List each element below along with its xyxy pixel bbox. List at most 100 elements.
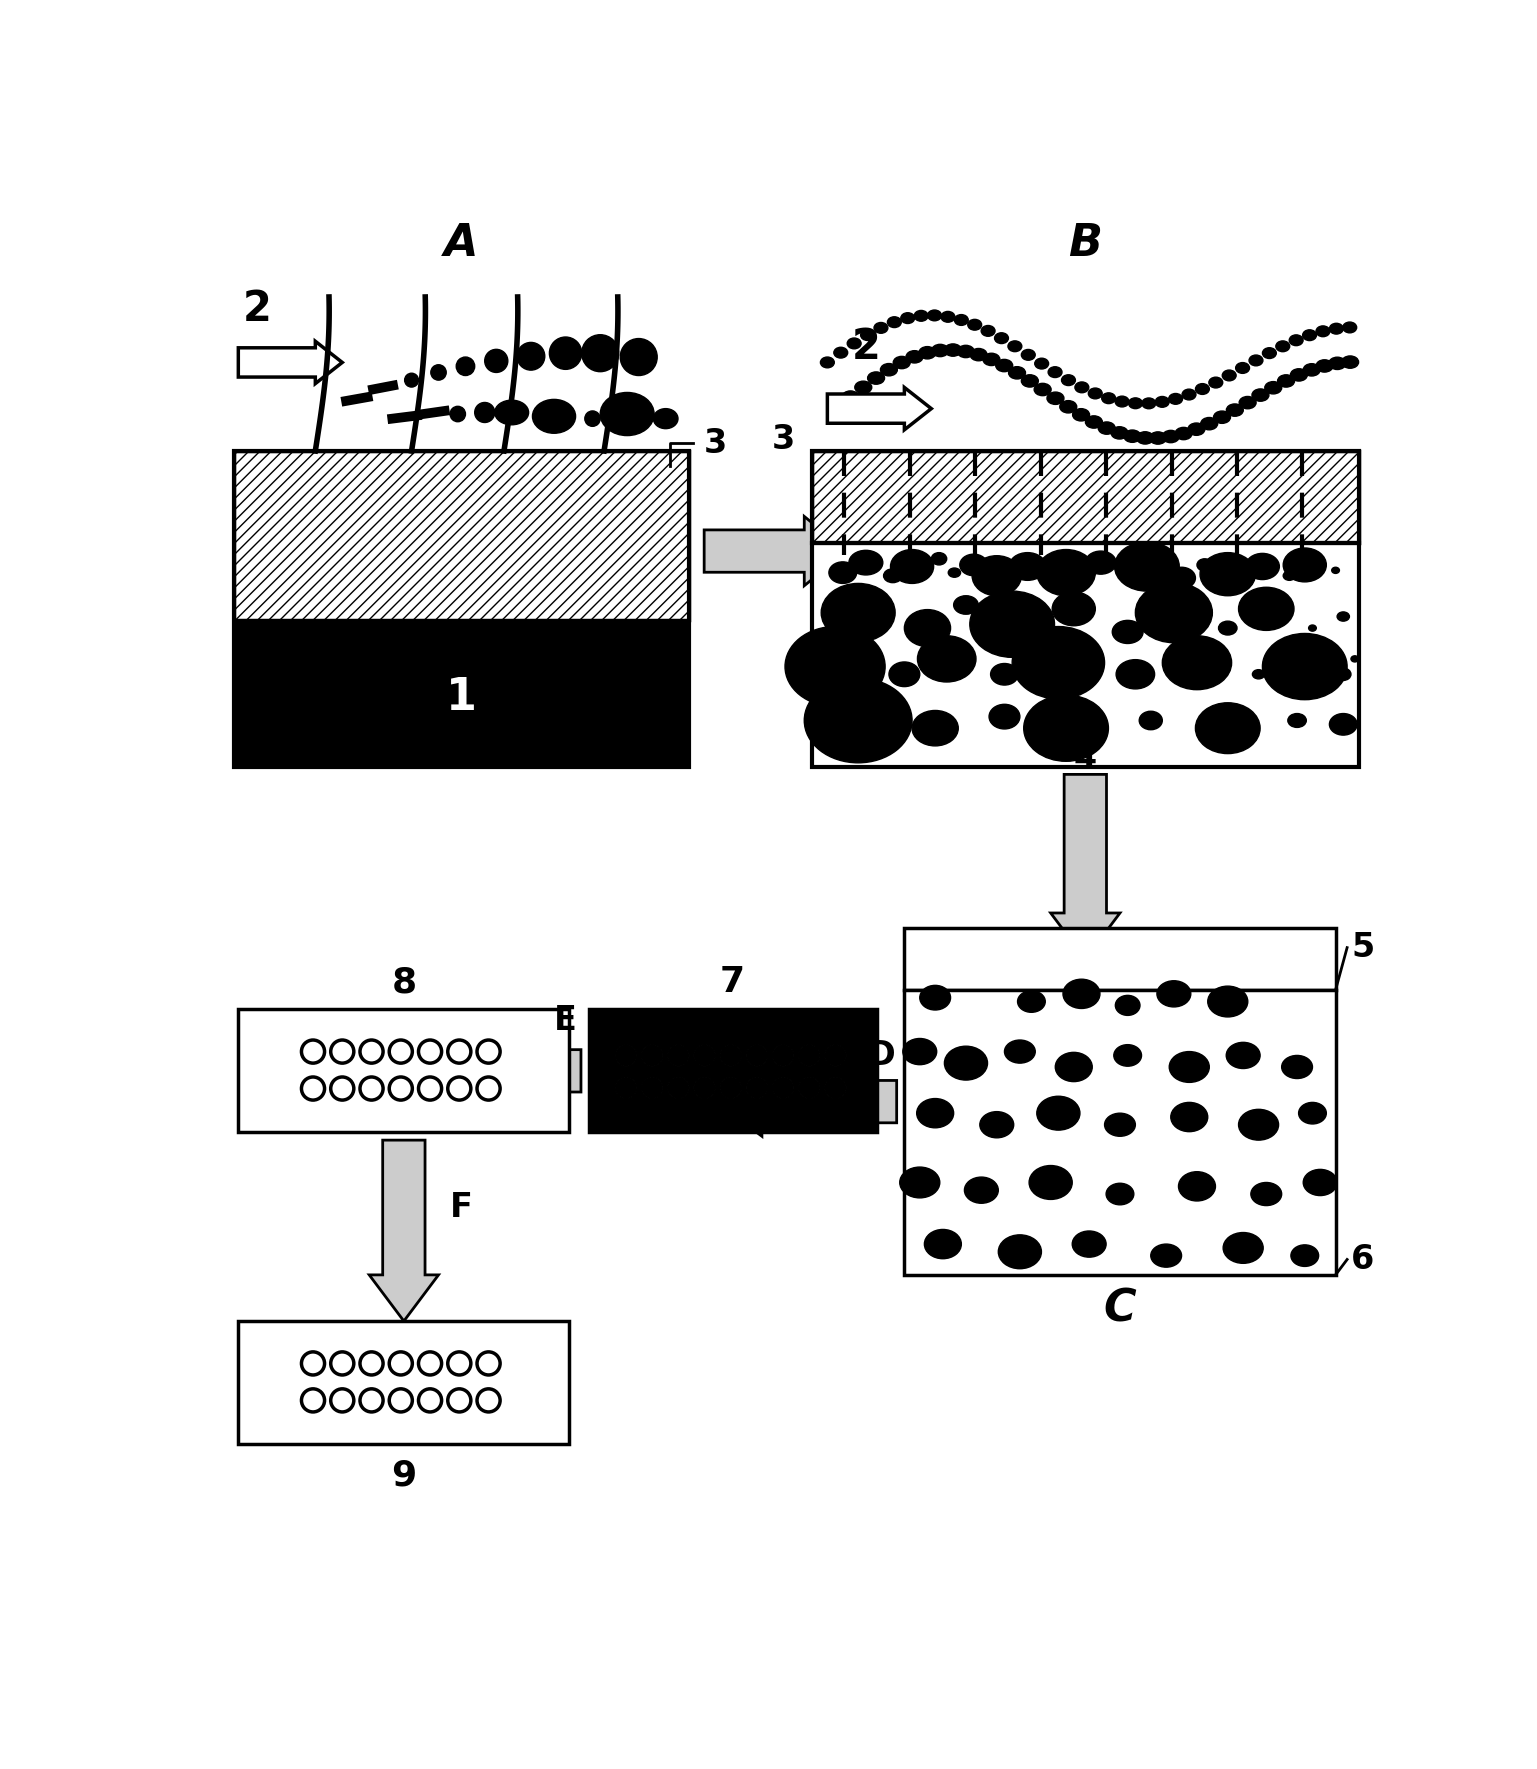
- Circle shape: [581, 334, 619, 371]
- Text: 3: 3: [704, 426, 727, 460]
- Ellipse shape: [785, 626, 885, 706]
- Circle shape: [773, 1045, 793, 1065]
- Ellipse shape: [1303, 364, 1320, 377]
- Ellipse shape: [1336, 669, 1351, 681]
- Ellipse shape: [1277, 375, 1294, 387]
- Circle shape: [615, 1077, 636, 1099]
- Circle shape: [418, 1389, 441, 1412]
- Circle shape: [719, 1045, 741, 1067]
- Text: F: F: [450, 1191, 473, 1224]
- Circle shape: [825, 1045, 845, 1065]
- Ellipse shape: [994, 333, 1008, 343]
- Ellipse shape: [1162, 635, 1231, 690]
- Ellipse shape: [1330, 324, 1343, 334]
- Circle shape: [418, 1352, 441, 1375]
- Ellipse shape: [1073, 409, 1090, 421]
- Ellipse shape: [1283, 548, 1326, 582]
- Circle shape: [669, 1045, 689, 1065]
- Ellipse shape: [1170, 1051, 1210, 1083]
- Ellipse shape: [601, 393, 655, 435]
- Ellipse shape: [1168, 568, 1196, 589]
- Ellipse shape: [1085, 416, 1102, 428]
- Ellipse shape: [1128, 398, 1142, 409]
- Circle shape: [389, 1389, 412, 1412]
- Ellipse shape: [1048, 554, 1061, 563]
- Ellipse shape: [904, 610, 950, 646]
- Text: 2: 2: [851, 325, 881, 368]
- Ellipse shape: [979, 1111, 1014, 1137]
- Ellipse shape: [1048, 366, 1062, 377]
- Ellipse shape: [1142, 398, 1156, 409]
- Ellipse shape: [1061, 400, 1077, 412]
- Ellipse shape: [931, 552, 947, 564]
- Text: 6: 6: [1351, 1244, 1374, 1275]
- Ellipse shape: [1245, 554, 1279, 580]
- Circle shape: [799, 1045, 821, 1067]
- Circle shape: [669, 1077, 689, 1099]
- Text: 5: 5: [1351, 930, 1374, 964]
- Circle shape: [404, 373, 418, 387]
- Circle shape: [330, 1389, 354, 1412]
- Ellipse shape: [1073, 1231, 1107, 1258]
- Ellipse shape: [821, 357, 835, 368]
- Circle shape: [360, 1352, 383, 1375]
- Bar: [904, 929, 1336, 991]
- Ellipse shape: [1034, 384, 1051, 396]
- Circle shape: [301, 1352, 324, 1375]
- Circle shape: [693, 1045, 715, 1067]
- Ellipse shape: [893, 356, 910, 368]
- Circle shape: [667, 1077, 689, 1099]
- FancyArrow shape: [1051, 775, 1120, 959]
- Circle shape: [301, 1077, 324, 1100]
- Circle shape: [641, 1045, 662, 1067]
- FancyArrow shape: [238, 341, 343, 384]
- Circle shape: [825, 1077, 845, 1099]
- Ellipse shape: [1179, 1171, 1216, 1201]
- Circle shape: [695, 1045, 715, 1065]
- Ellipse shape: [1150, 432, 1167, 444]
- Ellipse shape: [953, 596, 978, 614]
- Ellipse shape: [915, 310, 928, 322]
- Circle shape: [418, 1040, 441, 1063]
- Circle shape: [615, 1045, 636, 1067]
- Text: B: B: [1068, 221, 1102, 265]
- Bar: [589, 1010, 878, 1132]
- Ellipse shape: [901, 313, 915, 324]
- Ellipse shape: [1037, 550, 1096, 596]
- Circle shape: [330, 1040, 354, 1063]
- FancyArrow shape: [392, 1037, 581, 1106]
- Circle shape: [667, 1045, 689, 1067]
- Ellipse shape: [1102, 393, 1116, 403]
- Circle shape: [615, 1045, 636, 1067]
- Ellipse shape: [931, 345, 948, 357]
- Bar: [904, 991, 1336, 1275]
- Circle shape: [773, 1077, 793, 1099]
- Ellipse shape: [821, 584, 895, 642]
- Ellipse shape: [1337, 612, 1349, 621]
- Circle shape: [799, 1045, 821, 1067]
- Ellipse shape: [919, 985, 950, 1010]
- Ellipse shape: [1290, 334, 1303, 345]
- Circle shape: [693, 1045, 715, 1067]
- Ellipse shape: [1308, 624, 1316, 632]
- Ellipse shape: [984, 354, 1001, 366]
- Ellipse shape: [1303, 329, 1317, 341]
- Ellipse shape: [981, 325, 994, 336]
- Circle shape: [695, 1077, 715, 1099]
- Ellipse shape: [1024, 695, 1108, 761]
- FancyArrow shape: [716, 1067, 896, 1136]
- Ellipse shape: [996, 359, 1013, 371]
- Circle shape: [616, 1045, 636, 1065]
- Ellipse shape: [1214, 410, 1231, 423]
- Circle shape: [721, 1077, 741, 1099]
- Ellipse shape: [1196, 384, 1210, 394]
- Ellipse shape: [1053, 593, 1096, 626]
- Circle shape: [745, 1045, 767, 1067]
- Ellipse shape: [1119, 568, 1137, 580]
- Ellipse shape: [847, 338, 861, 348]
- Circle shape: [418, 1077, 441, 1100]
- Bar: [812, 543, 1359, 766]
- Circle shape: [456, 357, 475, 375]
- Ellipse shape: [1099, 423, 1116, 433]
- Circle shape: [360, 1389, 383, 1412]
